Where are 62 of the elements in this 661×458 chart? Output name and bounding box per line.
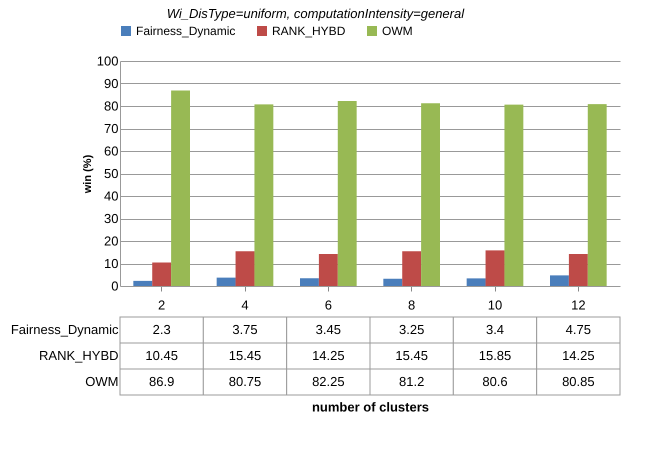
data-label: 3.45 [316, 322, 341, 337]
bar [152, 262, 172, 286]
text: Fairness_Dynamic [10, 322, 118, 337]
bar [236, 251, 254, 286]
data-label: 3.4 [486, 322, 504, 337]
text: number of clusters [312, 400, 430, 414]
bar [550, 275, 569, 286]
data-label: 80.85 [562, 374, 595, 389]
bar [216, 278, 236, 286]
text: RANK_HYBD [39, 348, 118, 363]
x-tick-label: 6 [324, 298, 332, 312]
y-axis-title: win (%) [82, 154, 94, 194]
y-tick-label: 30 [104, 211, 118, 226]
y-tick-label: 60 [104, 144, 118, 158]
data-label: 14.25 [312, 348, 345, 363]
data-label: 4.75 [566, 322, 591, 337]
y-tick-label: 70 [104, 121, 118, 136]
data-label: 3.25 [399, 322, 424, 337]
data-label: 86.9 [149, 374, 174, 389]
bar [568, 254, 588, 286]
bar [421, 103, 440, 286]
bar [318, 254, 338, 286]
y-tick-label: 40 [104, 188, 118, 204]
x-tick-label: 4 [241, 298, 249, 312]
data-label: 10.45 [145, 348, 178, 363]
bar [133, 280, 152, 286]
x-tick-label: 8 [408, 298, 416, 312]
data-label: 3.75 [232, 322, 258, 337]
data-label: 80.75 [228, 374, 262, 389]
y-tick-label: 90 [104, 76, 118, 91]
bar [300, 278, 319, 286]
y-tick-label: 100 [96, 54, 118, 68]
y-tick-label: 20 [104, 234, 118, 248]
bar [254, 104, 274, 286]
legend-label: OWM [382, 24, 413, 38]
y-tick-label: 50 [104, 166, 118, 181]
data-label: 15.45 [228, 348, 262, 363]
data-label: 80.6 [482, 374, 508, 389]
data-label: 15.45 [395, 348, 428, 363]
data-label: 14.25 [562, 348, 595, 363]
data-label: 81.2 [399, 374, 424, 389]
legend-label: RANK_HYBD [272, 24, 346, 38]
bar [338, 100, 357, 286]
bar [486, 250, 504, 286]
bar [588, 104, 607, 286]
bar [402, 251, 422, 286]
bar [383, 278, 402, 286]
data-label: 82.25 [312, 374, 345, 389]
y-tick-label: 0 [111, 278, 118, 294]
x-tick-label: 10 [488, 298, 502, 312]
bar [171, 90, 190, 286]
y-tick-label: 80 [104, 98, 118, 114]
data-label: 15.85 [478, 348, 512, 363]
bar [466, 278, 486, 286]
x-tick-label: 12 [571, 298, 586, 312]
x-tick-label: 2 [158, 298, 166, 312]
legend-label: Fairness_Dynamic [136, 24, 236, 38]
y-tick-label: 10 [104, 256, 118, 271]
text: OWM [85, 374, 118, 389]
data-label: 2.3 [152, 322, 171, 337]
bar [504, 104, 524, 286]
chart-title: Wi_DisType=uniform, computationIntensity=general [166, 6, 466, 21]
